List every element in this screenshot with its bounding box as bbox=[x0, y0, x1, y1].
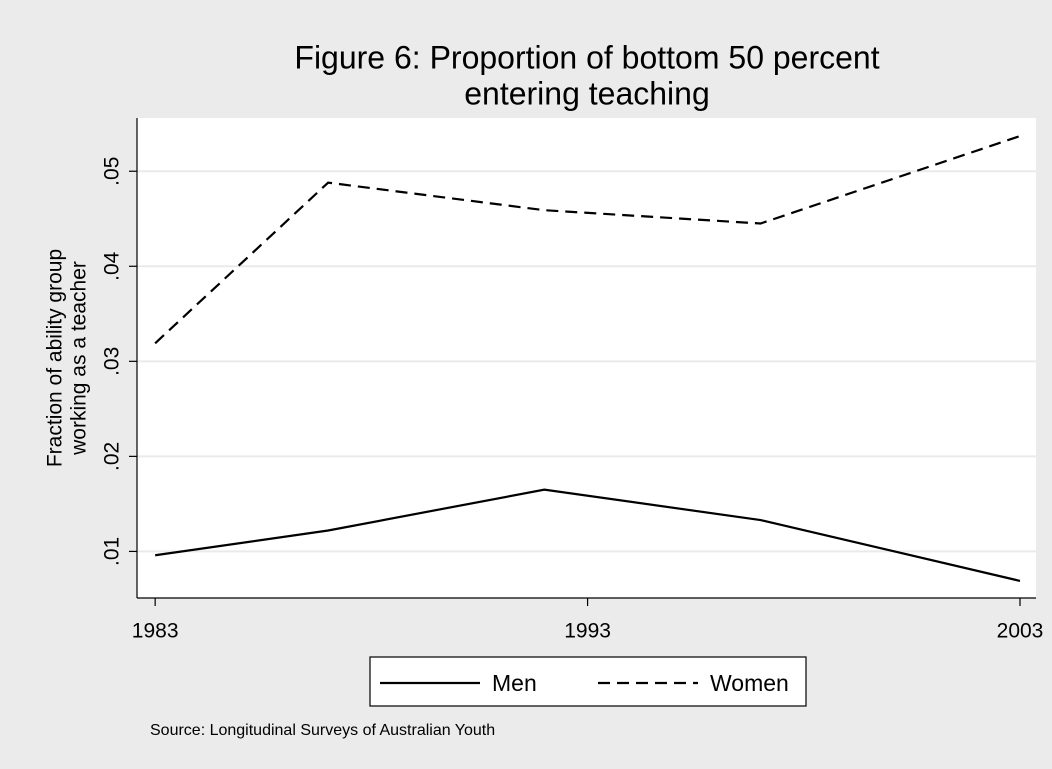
y-tick-label: .05 bbox=[101, 157, 124, 186]
y-tick-label: .02 bbox=[101, 442, 124, 471]
y-tick-label: .04 bbox=[101, 251, 124, 281]
line bbox=[154, 135, 1021, 345]
y-tick-label: .01 bbox=[101, 537, 124, 566]
x-tick-label: 1993 bbox=[564, 620, 611, 643]
legend-label: Women bbox=[710, 670, 789, 696]
chart-title: entering teaching bbox=[464, 75, 710, 111]
y-tick-label: .03 bbox=[101, 347, 124, 376]
note: Source: Longitudinal Surveys of Australi… bbox=[150, 722, 495, 739]
x-tick-label: 1983 bbox=[132, 620, 179, 643]
legend-label: Men bbox=[492, 670, 537, 696]
line bbox=[155, 488, 1021, 582]
plot-area bbox=[137, 118, 1036, 598]
chart-title: Figure 6: Proportion of bottom 50 percen… bbox=[294, 39, 879, 75]
legend bbox=[369, 656, 807, 707]
y-axis-label: working as a teacher bbox=[68, 261, 91, 456]
y-axis-label: Fraction of ability group bbox=[44, 249, 67, 467]
x-tick-label: 2003 bbox=[997, 620, 1044, 643]
